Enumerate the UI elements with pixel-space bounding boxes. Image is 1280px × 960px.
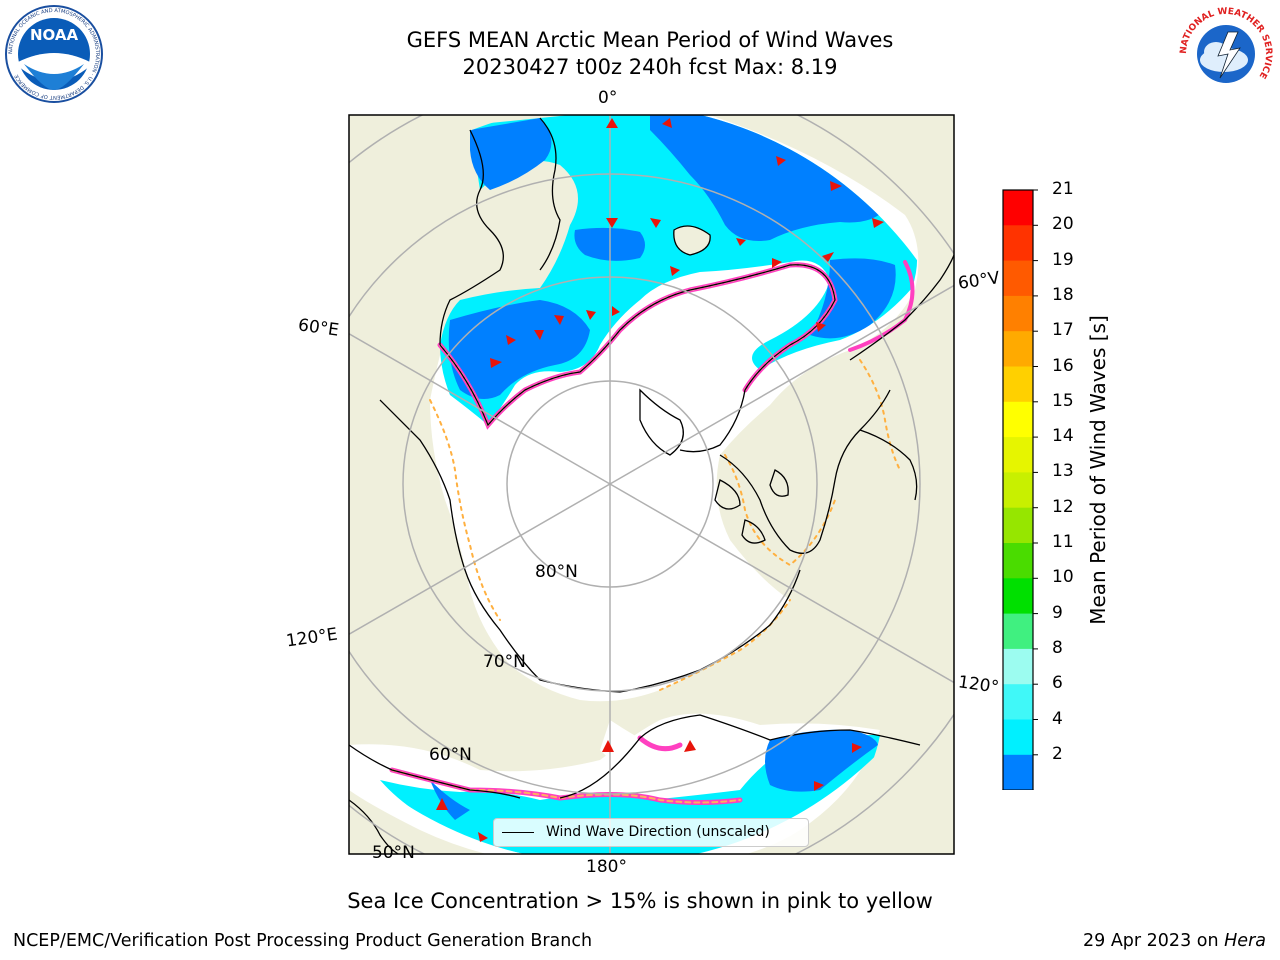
lat-label-80n: 80°N [535, 562, 578, 582]
colorbar-tick-label: 4 [1052, 708, 1063, 729]
colorbar-segment [1003, 401, 1033, 438]
colorbar-segment [1003, 366, 1033, 403]
colorbar-segment [1003, 295, 1033, 332]
colorbar-segment [1003, 684, 1033, 720]
lat-label-70n: 70°N [483, 652, 526, 672]
lon-label-0: 0° [598, 88, 618, 108]
colorbar-segment [1003, 260, 1033, 297]
lon-label-180: 180° [586, 857, 627, 877]
graticule [349, 115, 954, 854]
colorbar-tick-label: 13 [1052, 461, 1074, 482]
legend-label: Wind Wave Direction (unscaled) [546, 824, 770, 840]
colorbar-frame [1002, 189, 1034, 790]
footer-date-text: 29 Apr 2023 on [1083, 931, 1225, 951]
footer-host: Hera [1224, 931, 1266, 951]
legend-line-sample [502, 832, 534, 833]
colorbar-tick-label: 10 [1052, 567, 1074, 588]
colorbar-tick-label: 12 [1052, 496, 1074, 517]
colorbar-tick-label: 18 [1052, 284, 1074, 305]
sea-ice-note: Sea Ice Concentration > 15% is shown in … [347, 889, 933, 913]
map-subtitle: 20230427 t00z 240h fcst Max: 8.19 [462, 55, 838, 79]
colorbar-segment [1003, 754, 1033, 790]
colorbar-segment [1003, 613, 1033, 650]
colorbar-tick-label: 11 [1052, 532, 1074, 552]
lat-label-60n: 60°N [429, 745, 472, 765]
colorbar-tick-label: 14 [1052, 426, 1074, 447]
colorbar-segment [1003, 225, 1033, 262]
map-title: GEFS MEAN Arctic Mean Period of Wind Wav… [406, 28, 894, 52]
nws-logo: NATIONAL WEATHER SERVICE [1178, 6, 1274, 102]
colorbar-tick-label: 2 [1052, 743, 1063, 764]
colorbar-tick-label: 15 [1052, 390, 1074, 411]
colorbar-segment [1003, 472, 1033, 509]
colorbar-tick-label: 21 [1052, 179, 1074, 199]
colorbar-tick-label: 16 [1052, 355, 1074, 376]
coastlines [349, 117, 954, 854]
colorbar-tick-label: 19 [1052, 249, 1074, 270]
footer-date: 29 Apr 2023 on Hera [1083, 931, 1266, 951]
colorbar-tick-label: 20 [1052, 214, 1074, 235]
map-legend: Wind Wave Direction (unscaled) [493, 818, 809, 847]
noaa-logo-text: NOAA [30, 26, 79, 44]
colorbar-segment [1003, 507, 1033, 544]
colorbar-segment [1003, 543, 1033, 579]
wind-wave-arrows [436, 118, 884, 842]
colorbar-segment [1003, 648, 1033, 685]
colorbar-segment [1003, 437, 1033, 473]
footer-credit: NCEP/EMC/Verification Post Processing Pr… [13, 931, 593, 951]
colorbar-title: Mean Period of Wind Waves [s] [1086, 315, 1110, 625]
lat-label-50n: 50°N [372, 843, 415, 863]
colorbar-segment [1003, 578, 1033, 615]
map-frame [348, 114, 955, 855]
colorbar-segment [1003, 190, 1033, 226]
colorbar-tick-label: 8 [1052, 637, 1063, 658]
noaa-logo: NOAA NATIONAL OCEANIC AND ATMOSPHERIC AD… [5, 5, 103, 103]
colorbar-tick-label: 9 [1052, 602, 1063, 623]
colorbar [1002, 189, 1038, 790]
colorbar-tick-label: 17 [1052, 320, 1074, 341]
colorbar-segment [1003, 331, 1033, 367]
colorbar-segment [1003, 719, 1033, 756]
colorbar-tick-label: 6 [1052, 673, 1063, 694]
